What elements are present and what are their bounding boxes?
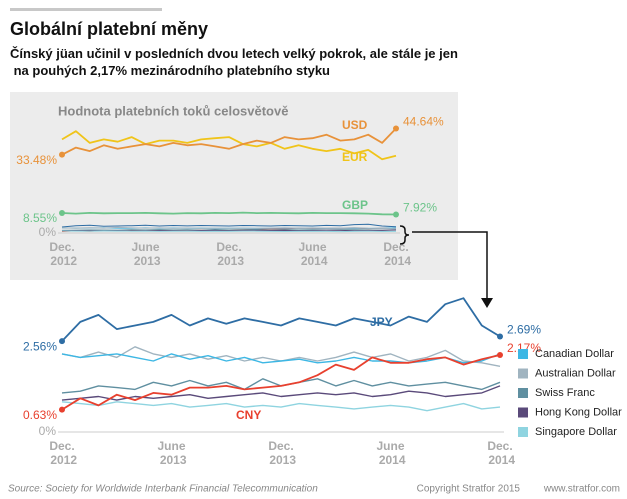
end-point [59, 209, 65, 216]
panel-title: Hodnota platebních toků celosvětově [58, 103, 288, 118]
x-tick-label: June 2014 [297, 240, 327, 268]
series-line [61, 297, 501, 342]
copyright: Copyright Stratfor 2015 [417, 484, 521, 495]
legend-swatch [518, 349, 528, 359]
series-line [61, 127, 397, 156]
series-line [61, 211, 397, 216]
x-tick-label: Dec. 2014 [485, 439, 515, 467]
end-point [393, 125, 399, 132]
end-point [497, 351, 503, 358]
series-line [61, 226, 397, 230]
end-point [59, 151, 65, 158]
value-label: 2.56% [23, 339, 57, 353]
x-tick-label: Dec. 2013 [214, 240, 244, 268]
value-label: 7.92% [403, 201, 437, 215]
bracket [399, 225, 410, 245]
legend-label: Swiss Franc [535, 387, 595, 399]
series-line [61, 354, 501, 411]
series-label: USD [342, 118, 368, 132]
series-line [61, 385, 501, 401]
legend-swatch [518, 427, 528, 437]
legend-label: Singapore Dollar [535, 426, 617, 438]
x-tick-label: Dec. 2013 [266, 439, 296, 467]
subtitle: Čínský jüan učinil v posledních dvou let… [10, 46, 458, 78]
series-line [61, 229, 397, 231]
connector [412, 231, 488, 300]
x-tick-label: Dec. 2012 [47, 240, 77, 268]
x-tick-label: June 2014 [375, 439, 405, 467]
x-tick-label: Dec. 2012 [47, 439, 77, 467]
series-line [61, 230, 397, 233]
y-tick-label: 0% [39, 424, 57, 438]
legend-swatch [518, 407, 528, 418]
x-tick-label: June 2013 [156, 439, 186, 467]
legend-label: Canadian Dollar [535, 348, 614, 360]
website: www.stratfor.com [543, 484, 620, 495]
series-label: CNY [236, 408, 261, 422]
y-tick-label: 0% [39, 225, 57, 239]
x-tick-label: June 2013 [130, 240, 160, 268]
value-label: 2.69% [507, 323, 541, 337]
value-label: 33.48% [16, 153, 57, 167]
end-point [497, 333, 503, 340]
top-panel-bg [10, 92, 458, 280]
series-line [61, 223, 397, 228]
end-point [59, 406, 65, 413]
arrowhead [481, 298, 493, 308]
value-label: 8.55% [23, 211, 57, 225]
series-label: EUR [342, 150, 368, 164]
series-line [61, 353, 501, 364]
series-line [61, 401, 501, 412]
series-line [61, 130, 397, 161]
series-label: JPY [370, 315, 393, 329]
value-label: 44.64% [403, 115, 444, 129]
series-label: GBP [342, 198, 368, 212]
legend-label: Hong Kong Dollar [535, 406, 622, 418]
end-point [59, 338, 65, 345]
value-label: 0.63% [23, 408, 57, 422]
x-tick-label: Dec. 2014 [381, 240, 411, 268]
title-rule [10, 8, 162, 11]
legend-swatch [518, 368, 528, 379]
value-label: 2.17% [507, 341, 541, 355]
end-point [393, 211, 399, 218]
title: Globální platební měny [10, 19, 208, 39]
legend-label: Australian Dollar [535, 367, 616, 379]
source: Source: Society for Worldwide Interbank … [8, 484, 318, 495]
legend-swatch [518, 388, 528, 398]
